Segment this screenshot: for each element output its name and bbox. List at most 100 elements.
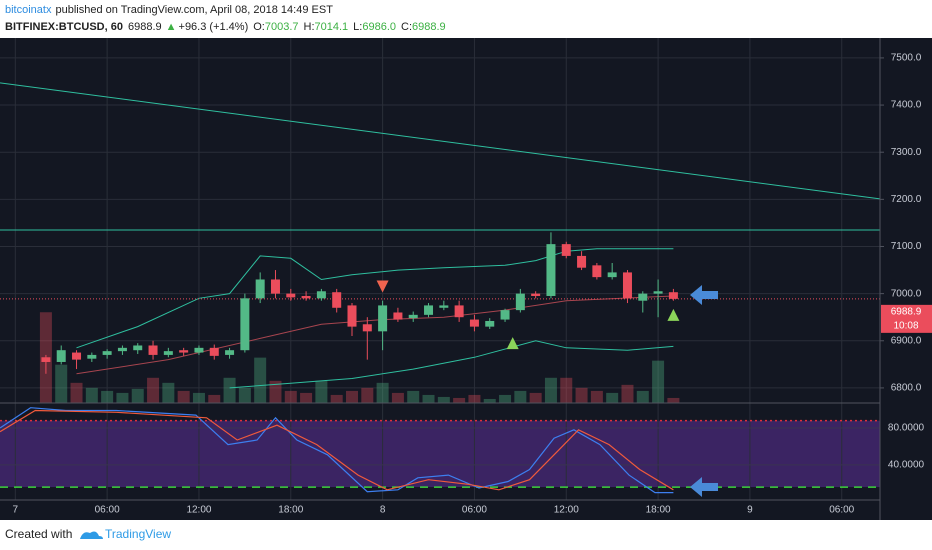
ohlc-label: L:: [353, 21, 362, 33]
candle-body: [393, 312, 403, 320]
volume-bar: [667, 397, 680, 403]
candle-body: [163, 351, 173, 355]
volume-bar: [346, 390, 358, 403]
volume-bar: [101, 390, 114, 403]
y-tick-label: 80.0000: [888, 423, 925, 434]
logo: [80, 531, 103, 539]
price-tag: [881, 304, 932, 333]
candle-body: [638, 293, 648, 301]
volume-bar: [85, 387, 98, 403]
candle-body: [592, 265, 602, 278]
x-tick-label: 18:00: [646, 505, 671, 516]
volume-bar: [499, 394, 512, 403]
volume-bar: [330, 394, 343, 403]
published: published on TradingView.com, April 08, …: [55, 4, 333, 16]
last-price: 6988.9: [128, 21, 162, 33]
candle-body: [362, 324, 372, 332]
bollinger-line: [76, 248, 674, 349]
y-tick-label: 7200.0: [891, 194, 922, 205]
candle-body: [301, 295, 311, 299]
candle-body: [424, 305, 434, 315]
volume-bar: [453, 397, 466, 403]
signal-marker: [506, 337, 519, 350]
candle-body: [607, 272, 617, 278]
candle-body: [668, 292, 678, 299]
candle-body: [332, 292, 342, 308]
volume-bar: [575, 387, 588, 403]
candle-body: [531, 293, 541, 296]
change: +96.3 (+1.4%): [179, 21, 249, 33]
arrow-drawing: [690, 477, 718, 497]
volume-bar: [422, 394, 435, 403]
ohlc-value: 7003.7: [265, 21, 299, 33]
candle-body: [653, 291, 663, 294]
countdown: 10:08: [893, 321, 918, 332]
volume-bar: [560, 377, 573, 403]
volume-bar: [468, 394, 481, 403]
y-tick-label: 7400.0: [891, 100, 922, 111]
y-tick-label: 40.0000: [888, 460, 925, 471]
candle-body: [546, 244, 556, 296]
candle-body: [87, 354, 97, 359]
volume-bar: [300, 392, 313, 403]
volume-bar: [116, 392, 129, 403]
x-tick-label: 8: [380, 505, 386, 516]
volume-bar: [529, 392, 542, 403]
bollinger-line: [229, 340, 674, 389]
volume-bar: [652, 360, 665, 403]
candle-body: [209, 347, 219, 356]
oscillator-line: [0, 407, 674, 494]
symbol: BITFINEX:BTCUSD, 60: [5, 21, 123, 33]
candle-body: [225, 350, 235, 355]
x-tick-label: 12:00: [554, 505, 579, 516]
candle-body: [179, 350, 189, 353]
oscillator-band: [0, 420, 880, 488]
candle-body: [286, 293, 296, 298]
trend-line: [0, 82, 881, 200]
volume-bar: [315, 380, 328, 403]
y-tick-label: 7100.0: [891, 241, 922, 252]
arrow-drawing: [690, 285, 718, 305]
volume-bar: [621, 384, 634, 403]
candle-body: [469, 319, 479, 327]
candle-body: [102, 351, 112, 355]
candle-body: [240, 298, 250, 351]
change-arrow: ▲: [166, 21, 177, 33]
volume-bar: [606, 392, 619, 403]
volume-bar: [192, 392, 205, 403]
y-tick-label: 7000.0: [891, 288, 922, 299]
signal-marker: [376, 280, 389, 293]
candle-body: [255, 279, 265, 299]
oscillator-line: [0, 409, 674, 491]
volume-bar: [544, 377, 557, 403]
candle-body: [72, 352, 82, 360]
candle-body: [561, 244, 571, 256]
signal-marker: [667, 308, 680, 321]
y-tick-label: 7500.0: [891, 53, 922, 64]
publish-line: bitcoinatx published on TradingView.com, …: [5, 4, 333, 16]
footer-text: Created with: [5, 527, 72, 541]
x-tick-label: 9: [747, 505, 753, 516]
x-tick-label: 7: [13, 505, 19, 516]
volume-bar: [131, 388, 144, 403]
volume-bar: [55, 364, 68, 403]
candle-body: [133, 345, 143, 351]
footer-brand[interactable]: TradingView: [105, 527, 171, 541]
y-tick-label: 7300.0: [891, 147, 922, 158]
volume-bar: [238, 387, 251, 403]
volume-bar: [147, 377, 160, 403]
volume-bar: [376, 382, 389, 403]
x-tick-label: 06:00: [462, 505, 487, 516]
volume-bar: [391, 392, 404, 403]
ohlc-label: O:: [253, 21, 265, 33]
candle-body: [270, 279, 280, 294]
volume-bar: [254, 357, 267, 403]
volume-bar: [223, 377, 236, 403]
ohlc-label: H:: [304, 21, 315, 33]
candle-body: [117, 347, 127, 352]
candle-body: [316, 291, 326, 299]
volume-bar: [177, 390, 190, 403]
footer-background: [0, 520, 932, 550]
x-tick-label: 18:00: [278, 505, 303, 516]
volume-bar: [483, 398, 496, 403]
